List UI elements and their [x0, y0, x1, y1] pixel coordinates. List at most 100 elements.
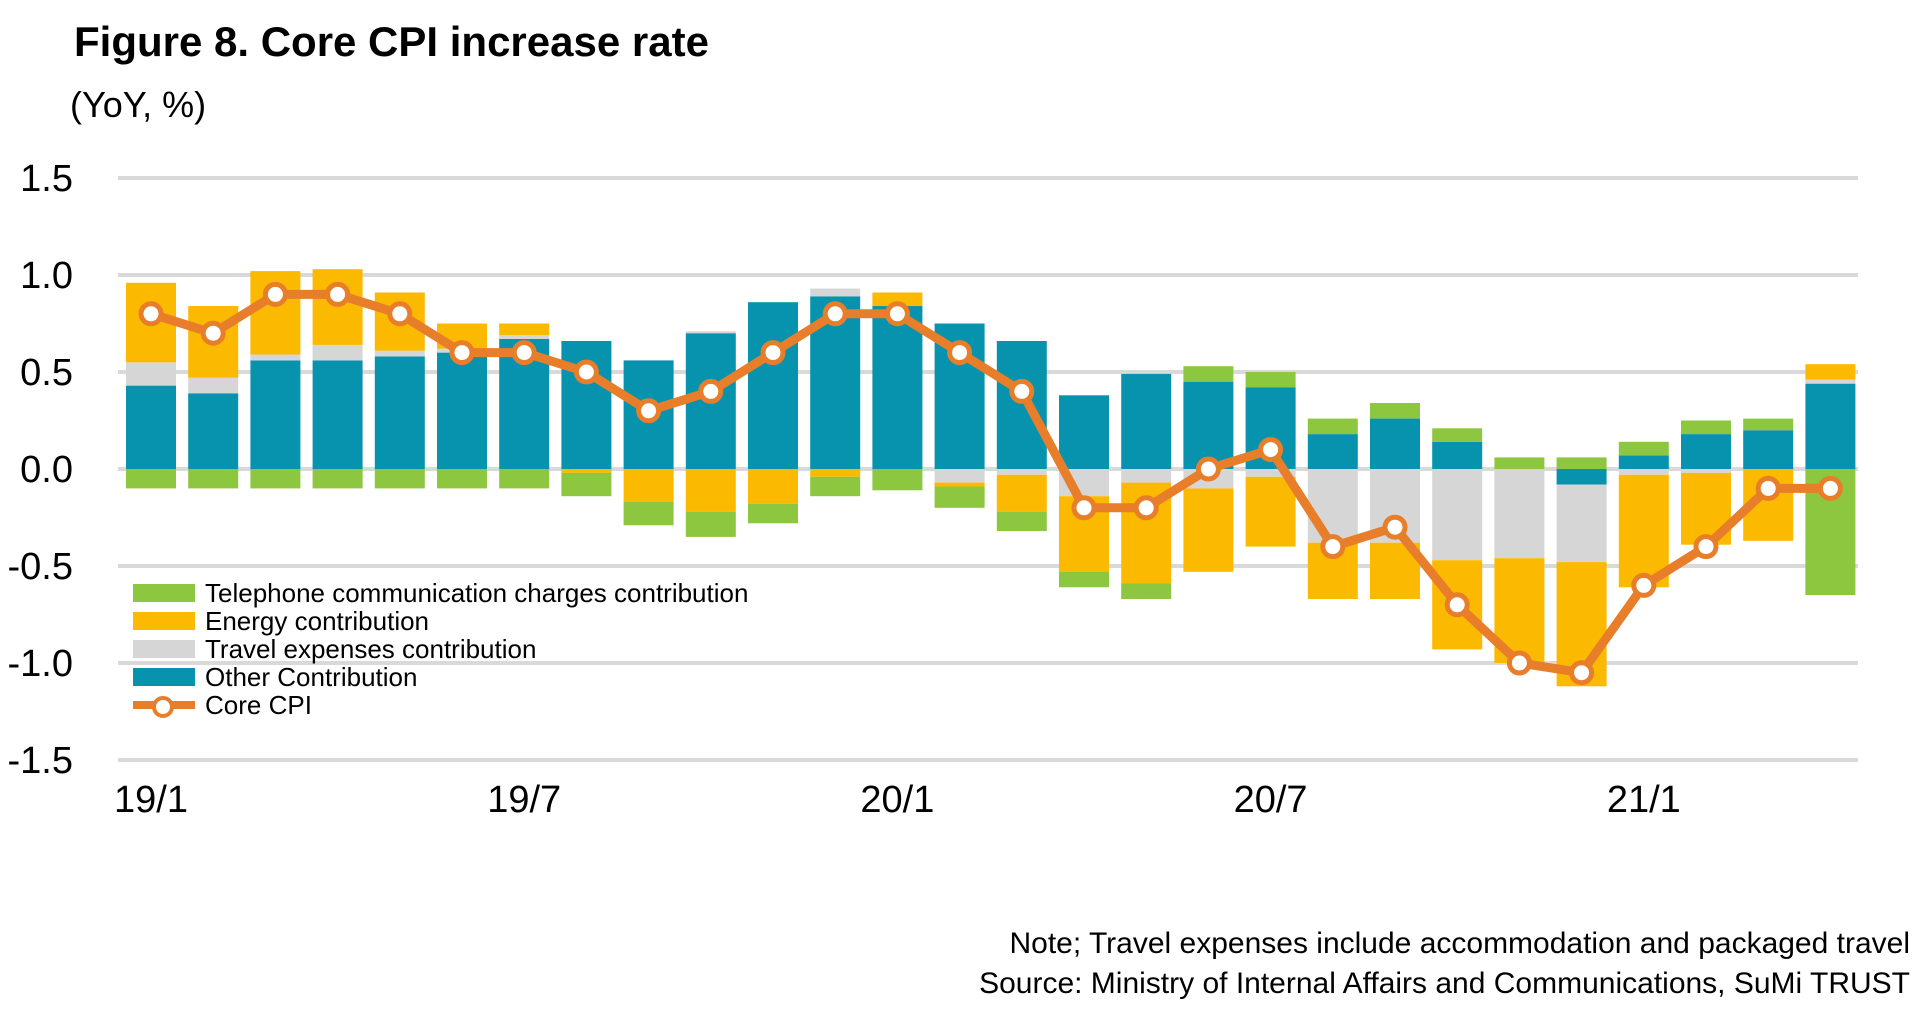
core-cpi-marker	[387, 301, 413, 327]
core-cpi-marker	[698, 378, 724, 404]
core-cpi-marker	[1755, 475, 1781, 501]
bar-segment-telephone	[250, 469, 301, 489]
bar-segment-other	[1556, 469, 1607, 485]
core-cpi-marker	[262, 281, 288, 307]
x-tick-label: 20/7	[1234, 779, 1308, 821]
bar-segment-telephone	[1743, 418, 1794, 431]
y-tick-label: -1.0	[8, 643, 73, 685]
bar-segment-energy	[934, 482, 985, 487]
y-tick-label: -1.5	[8, 740, 73, 782]
other-swatch-icon	[133, 668, 195, 686]
bar-segment-telephone	[1245, 372, 1296, 388]
bar-segment-travel	[1556, 484, 1607, 563]
bar-segment-other	[1307, 434, 1358, 469]
figure-title: Figure 8. Core CPI increase rate	[74, 18, 709, 65]
bar-segment-other	[1059, 395, 1109, 469]
bar-segment-telephone	[1618, 441, 1669, 456]
y-tick-label: 0.0	[20, 449, 73, 491]
core-cpi-swatch-icon	[133, 696, 195, 718]
core-cpi-marker	[760, 340, 786, 366]
bar-segment-energy	[748, 469, 798, 504]
bar-segment-other	[1183, 381, 1234, 469]
bar-segment-energy	[312, 269, 363, 345]
bar-segment-travel	[1121, 469, 1172, 483]
bar-segment-travel	[996, 469, 1047, 475]
bar-segment-travel	[1245, 469, 1296, 477]
core-cpi-marker	[1817, 475, 1843, 501]
bar-segment-other	[126, 385, 176, 469]
legend-label-energy: Energy contribution	[205, 605, 430, 636]
legend-label-travel: Travel expenses contribution	[205, 633, 537, 664]
core-cpi-marker	[449, 340, 475, 366]
x-tick-label: 21/1	[1607, 779, 1681, 821]
bar-segment-telephone	[126, 469, 176, 489]
bar-segment-telephone	[1432, 428, 1483, 442]
bar-segment-travel	[312, 344, 363, 361]
legend-label-telephone: Telephone communication charges contribu…	[205, 577, 749, 608]
bar-segment-travel	[1618, 469, 1669, 475]
bar-segment-other	[1432, 441, 1483, 469]
bar-segment-travel	[1681, 469, 1731, 473]
core-cpi-marker	[1693, 534, 1719, 560]
bar-segment-energy	[623, 469, 674, 502]
bar-segment-telephone	[685, 511, 736, 537]
core-cpi-marker	[884, 301, 910, 327]
core-cpi-marker	[200, 320, 226, 346]
core-cpi-marker	[1569, 660, 1595, 686]
y-axis-unit-label: (YoY, %)	[70, 84, 207, 125]
core-cpi-marker	[822, 301, 848, 327]
core-cpi-marker	[1009, 378, 1035, 404]
bar-segment-travel	[934, 469, 985, 483]
core-cpi-marker	[138, 301, 164, 327]
legend-item-other: Other Contribution	[133, 662, 748, 692]
bar-segment-other	[437, 352, 487, 469]
chart-legend: Telephone communication charges contribu…	[133, 577, 749, 720]
bar-segment-other	[748, 302, 798, 469]
bar-segment-other	[996, 341, 1047, 469]
core-cpi-marker	[325, 281, 351, 307]
bar-segment-energy	[499, 323, 550, 336]
bar-segment-other	[1681, 434, 1731, 469]
core-cpi-marker	[573, 359, 599, 385]
bar-segment-telephone	[748, 503, 798, 524]
bar-segment-telephone	[810, 476, 861, 497]
bar-segment-travel	[126, 362, 176, 386]
bar-segment-other	[250, 360, 301, 469]
bar-segment-telephone	[1370, 403, 1420, 419]
bar-segment-telephone	[188, 469, 239, 489]
energy-swatch-icon	[133, 612, 195, 630]
bar-segment-telephone	[374, 469, 425, 489]
core-cpi-marker	[1071, 495, 1097, 521]
core-cpi-line	[146, 289, 1835, 678]
bar-segment-other	[374, 356, 425, 469]
bar-segment-travel	[499, 335, 550, 339]
bar-segment-telephone	[437, 469, 487, 489]
x-tick-label: 19/1	[114, 779, 188, 821]
bar-segment-travel	[1494, 469, 1545, 559]
chart-notes: Note; Travel expenses include accommodat…	[979, 924, 1910, 1004]
y-tick-label: 1.5	[20, 158, 73, 200]
bar-segment-energy	[1183, 488, 1234, 572]
x-tick-label: 19/7	[487, 779, 561, 821]
legend-label-core-cpi: Core CPI	[205, 689, 312, 720]
bar-segment-other	[1121, 373, 1172, 469]
bar-segment-telephone	[1307, 418, 1358, 435]
bar-segment-energy	[561, 469, 612, 473]
bar-segment-telephone	[934, 486, 985, 508]
y-tick-label: 1.0	[20, 255, 73, 297]
legend-item-energy: Energy contribution	[133, 605, 748, 636]
core-cpi-marker	[1195, 456, 1221, 482]
core-cpi-marker	[1258, 437, 1284, 463]
bar-segment-other	[1805, 383, 1856, 469]
bar-segment-travel	[374, 350, 425, 357]
bar-segment-telephone	[561, 472, 612, 497]
bar-segment-telephone	[1121, 583, 1172, 599]
bar-segment-other	[1743, 430, 1794, 469]
bar-segment-travel	[1307, 469, 1358, 543]
bar-segment-energy	[1245, 476, 1296, 547]
bar-segment-travel	[685, 331, 736, 334]
travel-swatch-icon	[133, 640, 195, 658]
bar-segment-travel	[810, 288, 861, 297]
bar-segment-travel	[188, 377, 239, 394]
